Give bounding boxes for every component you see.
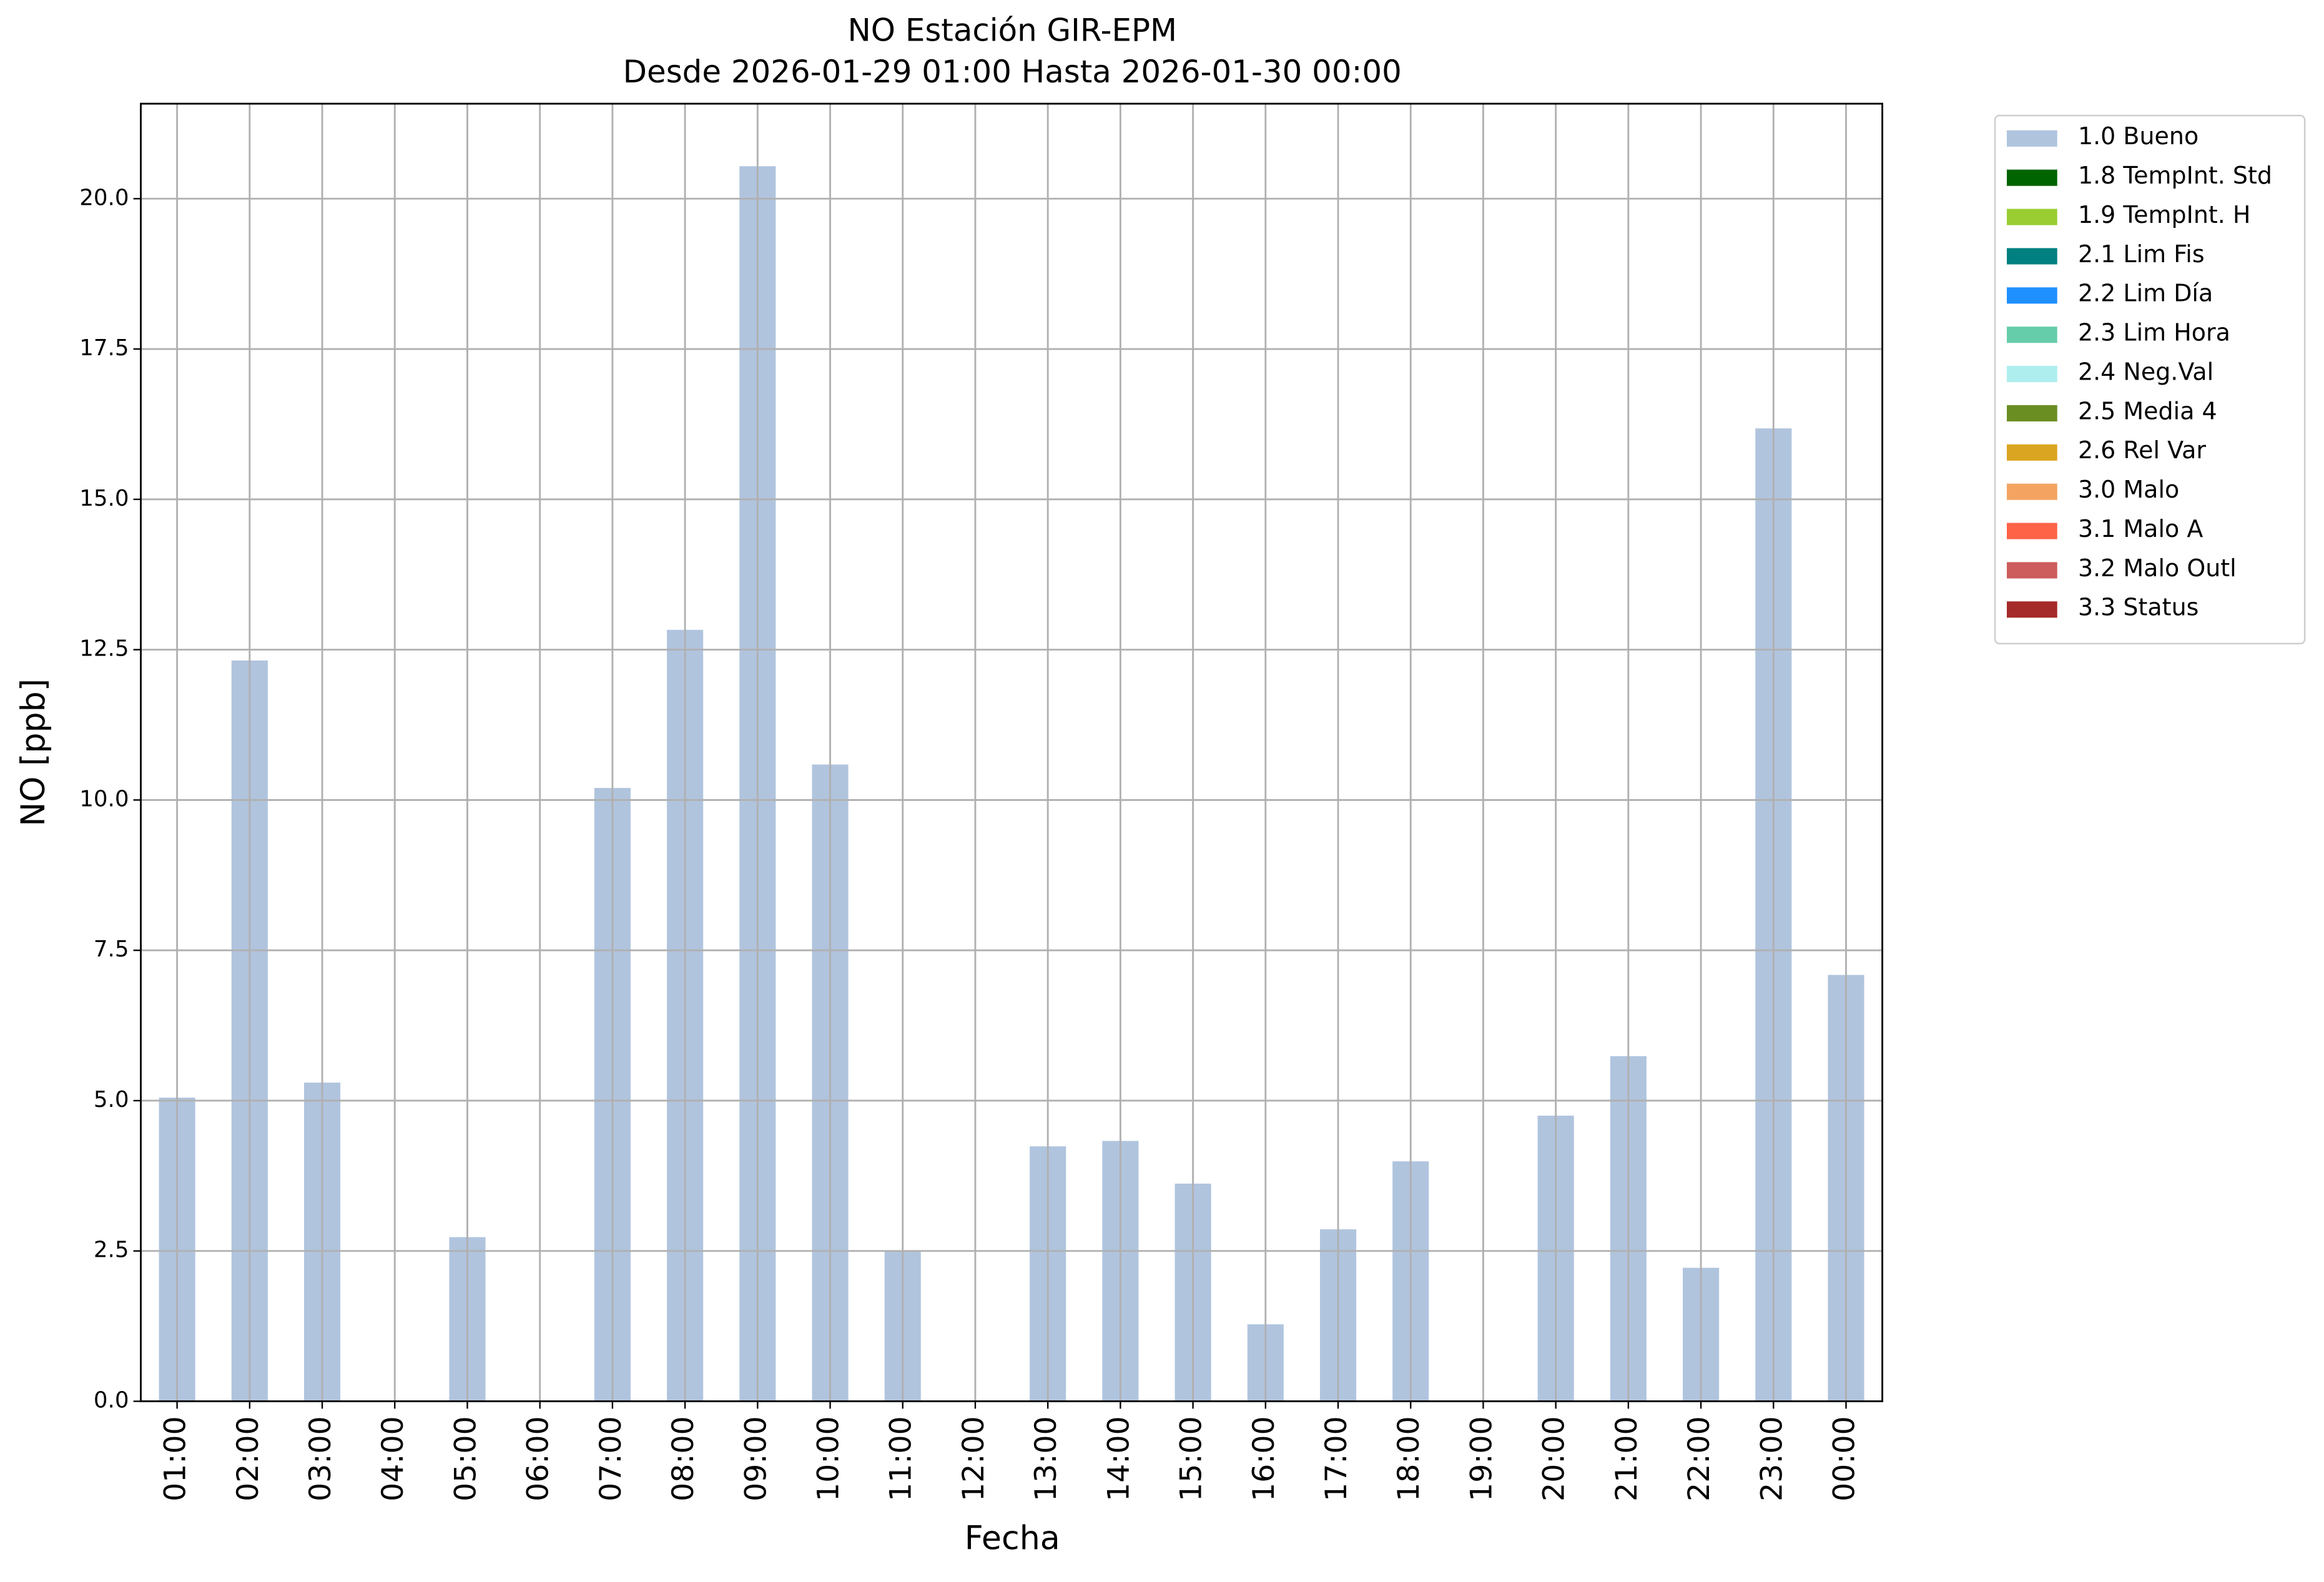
legend-swatch <box>2007 130 2057 147</box>
x-tick-label: 08:00 <box>666 1416 701 1501</box>
legend-label: 2.6 Rel Var <box>2078 436 2206 464</box>
legend-label: 2.5 Media 4 <box>2078 397 2217 425</box>
legend-label: 1.8 TempInt. Std <box>2078 162 2272 189</box>
x-tick-label: 09:00 <box>739 1416 773 1501</box>
legend-label: 3.3 Status <box>2078 594 2198 621</box>
x-tick-label: 22:00 <box>1682 1416 1716 1501</box>
legend-label: 1.9 TempInt. H <box>2078 201 2251 228</box>
x-tick-label: 02:00 <box>231 1416 265 1501</box>
legend-swatch <box>2007 444 2057 461</box>
y-tick-label: 12.5 <box>79 636 129 662</box>
legend-swatch <box>2007 523 2057 539</box>
y-tick-label: 5.0 <box>94 1087 129 1113</box>
legend-label: 3.1 Malo A <box>2078 515 2203 543</box>
x-tick-label: 20:00 <box>1537 1416 1572 1501</box>
legend-swatch <box>2007 327 2057 343</box>
legend-swatch <box>2007 209 2057 225</box>
x-tick-label: 13:00 <box>1029 1416 1063 1501</box>
legend-label: 3.2 Malo Outl <box>2078 554 2237 582</box>
x-tick-label: 12:00 <box>957 1416 991 1501</box>
legend-swatch <box>2007 601 2057 618</box>
legend-label: 1.0 Bueno <box>2078 122 2198 150</box>
y-tick-label: 10.0 <box>79 786 129 812</box>
legend-swatch <box>2007 169 2057 186</box>
x-tick-label: 17:00 <box>1319 1416 1354 1501</box>
legend-label: 3.0 Malo <box>2078 476 2179 503</box>
legend-label: 2.2 Lim Día <box>2078 280 2213 307</box>
plot: 0.0 2.5 5.0 7.5 10.0 12.5 15.0 17.5 20.0 01:00 02:… <box>79 102 1884 1501</box>
legend-swatch <box>2007 287 2057 304</box>
x-tick-label: 11:00 <box>884 1416 918 1501</box>
legend-label: 2.1 Lim Fis <box>2078 240 2205 268</box>
x-tick-label: 15:00 <box>1174 1416 1209 1501</box>
legend-swatch <box>2007 248 2057 265</box>
plot-frame <box>140 102 1884 1402</box>
x-tick-label: 03:00 <box>303 1416 338 1501</box>
x-tick-label: 16:00 <box>1247 1416 1281 1501</box>
x-tick-label: 01:00 <box>159 1416 193 1501</box>
legend-swatch <box>2007 405 2057 422</box>
x-tick-label: 14:00 <box>1101 1416 1136 1501</box>
legend-swatch <box>2007 483 2057 500</box>
chart-subtitle: Desde 2026-01-29 01:00 Hasta 2026-01-30 … <box>623 54 1402 90</box>
chart-title: NO Estación GIR-EPM <box>847 12 1177 49</box>
x-axis-label: Fecha <box>965 1520 1060 1558</box>
x-tick-label: 23:00 <box>1755 1416 1789 1501</box>
x-tick-label: 21:00 <box>1610 1416 1644 1501</box>
x-tick-label: 19:00 <box>1464 1416 1499 1501</box>
legend-swatch <box>2007 562 2057 579</box>
legend: 1.0 Bueno 1.8 TempInt. Std 1.9 TempInt. H 2… <box>1994 114 2306 645</box>
y-tick-label: 17.5 <box>79 335 129 361</box>
legend-label: 2.3 Lim Hora <box>2078 319 2230 346</box>
y-tick-label: 2.5 <box>94 1237 129 1263</box>
y-tick-label: 7.5 <box>94 936 129 962</box>
x-tick-label: 07:00 <box>594 1416 628 1501</box>
y-tick-label: 0.0 <box>94 1388 129 1413</box>
x-tick-label: 06:00 <box>521 1416 556 1501</box>
legend-box <box>1994 114 2306 645</box>
y-tick-label: 20.0 <box>79 185 129 210</box>
x-tick-label: 05:00 <box>448 1416 483 1501</box>
x-tick-label: 18:00 <box>1392 1416 1426 1501</box>
legend-swatch <box>2007 366 2057 383</box>
x-tick-label: 10:00 <box>812 1416 846 1501</box>
y-tick-label: 15.0 <box>79 486 129 511</box>
x-tick-label: 00:00 <box>1828 1416 1862 1501</box>
legend-label: 2.4 Neg.Val <box>2078 358 2213 385</box>
x-tick-label: 04:00 <box>376 1416 410 1501</box>
y-axis-label: NO [ppb] <box>15 679 52 827</box>
